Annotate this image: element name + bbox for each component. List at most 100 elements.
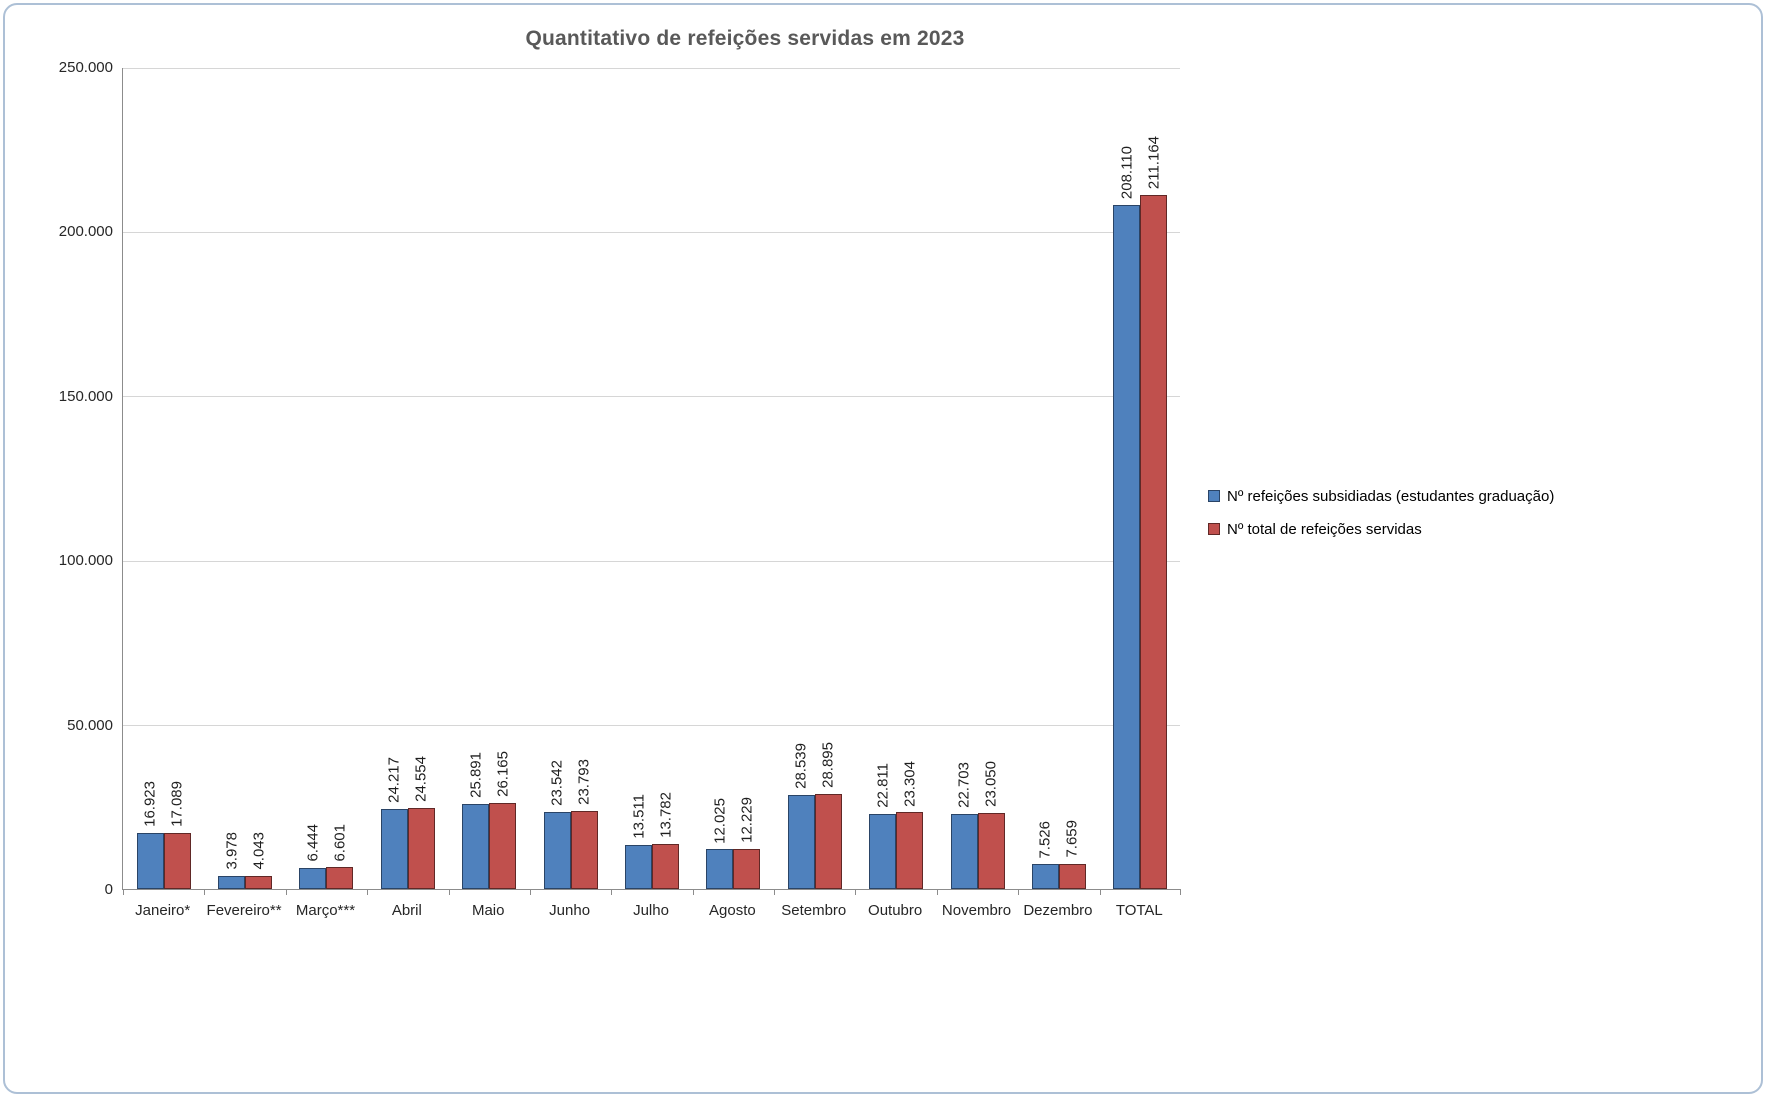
x-axis-category-label: Agosto (709, 902, 756, 919)
bar-value-label: 26.165 (494, 751, 512, 797)
bar-value-label: 28.895 (819, 742, 837, 788)
x-axis-tick (855, 889, 857, 895)
bar-value-label: 12.229 (738, 796, 756, 843)
x-axis-category-label: Julho (633, 902, 669, 919)
legend-swatch-icon (1208, 490, 1220, 502)
bar-value-label: 23.793 (575, 758, 593, 805)
x-axis-tick (204, 889, 206, 895)
bar-series2-setembro (814, 794, 842, 889)
x-axis-category-label: Junho (549, 902, 591, 919)
bar-series1-novembro (950, 814, 978, 889)
x-axis-tick (936, 889, 938, 895)
bar-value-label: 7.659 (1063, 820, 1081, 858)
gridline (123, 560, 1180, 562)
bar-value-label: 7.526 (1036, 820, 1054, 859)
bar-value-label: 22.811 (874, 763, 892, 808)
bar-value-label: 23.304 (901, 760, 919, 807)
y-axis-tick-label: 50.000 (67, 716, 113, 734)
bar-value-label: 16.923 (141, 781, 159, 828)
gridline (123, 725, 1180, 727)
x-axis-category-label: Setembro (781, 902, 847, 919)
y-axis-tick-label: 200.000 (58, 223, 113, 241)
bar-series1-abril (380, 809, 408, 889)
gridline (123, 231, 1180, 233)
bar-series2-dezembro (1058, 863, 1086, 889)
bar-value-label: 208.110 (1118, 145, 1136, 199)
x-axis-category-label: Novembro (941, 902, 1012, 919)
bar-value-label: 13.511 (630, 793, 647, 839)
x-axis-tick (692, 889, 694, 895)
bar-value-label: 28.539 (792, 743, 810, 790)
bar-series2-agosto (733, 848, 761, 889)
bar-value-label: 6.444 (304, 824, 322, 862)
bar-series2-total (1140, 194, 1168, 889)
bar-series1-março (299, 867, 327, 889)
y-axis: 0 50.000 100.000 150.000 200.000 250.000 (5, 59, 113, 898)
bar-value-label: 24.217 (385, 757, 403, 804)
chart-title: Quantitativo de refeições servidas em 20… (525, 27, 965, 50)
bar-series2-abril (407, 808, 435, 889)
bar-series1-maio (462, 803, 490, 889)
x-axis-tick (367, 889, 369, 895)
x-axis-category-label: Dezembro (1023, 902, 1093, 919)
x-axis-tick (123, 889, 124, 895)
plot-area: 16.923 17.089 3.978 4.043 6.444 6.601 24.217 24… (122, 67, 1181, 895)
bar-series2-junho (570, 810, 598, 889)
x-axis-category-label: Março*** (295, 902, 356, 919)
x-axis-category-label: Abril (391, 902, 422, 919)
bar-value-label: 22.703 (955, 762, 973, 809)
y-axis-tick-label: 250.000 (58, 59, 113, 76)
gridline (123, 67, 1180, 69)
x-axis-tick (285, 889, 287, 895)
bar-series1-outubro (869, 814, 897, 889)
bar-series1-fevereiro (218, 875, 246, 889)
gridline (123, 396, 1180, 398)
x-axis-category-label: TOTAL (1115, 902, 1163, 919)
x-axis-tick (1180, 889, 1181, 895)
bar-value-label: 17.089 (168, 780, 186, 827)
bar-series1-setembro (787, 795, 815, 889)
legend-item: Nº refeições subsidiadas (estudantes gra… (1208, 485, 1554, 507)
x-axis-tick (611, 889, 613, 895)
bar-value-label: 211.164 (1145, 135, 1163, 189)
bar-value-label: 24.554 (412, 756, 430, 803)
bar-value-label: 25.891 (467, 751, 485, 798)
bar-value-label: 4.043 (250, 832, 268, 870)
y-axis-tick-label: 150.000 (58, 387, 113, 405)
bar-series1-junho (543, 811, 571, 889)
x-axis-tick (1099, 889, 1101, 895)
bar-series1-agosto (706, 849, 734, 889)
legend-label: Nº refeições subsidiadas (estudantes gra… (1227, 487, 1555, 505)
chart-frame: Quantitativo de refeições servidas em 20… (3, 3, 1763, 1094)
bar-value-label: 23.050 (982, 761, 1000, 808)
legend-label: Nº total de refeições servidas (1227, 520, 1422, 538)
bar-series2-maio (489, 802, 517, 889)
bar-value-label: 12.025 (711, 797, 729, 844)
bar-series1-dezembro (1031, 864, 1059, 889)
x-axis-category-label: Outubro (868, 902, 923, 919)
x-axis-tick (448, 889, 450, 895)
bar-series1-total (1113, 204, 1141, 889)
bar-value-label: 3.978 (223, 832, 241, 870)
legend-swatch-icon (1208, 523, 1220, 535)
x-axis-tick (774, 889, 776, 895)
bar-series2-fevereiro (245, 875, 273, 889)
y-axis-tick-label: 0 (104, 881, 113, 898)
x-axis-tick (529, 889, 531, 895)
bar-series1-janeiro (136, 833, 164, 889)
x-axis-category-label: Maio (471, 902, 505, 919)
x-axis-category-label: Janeiro* (135, 902, 191, 919)
bar-series2-janeiro (163, 832, 191, 889)
bar-value-label: 23.542 (548, 759, 566, 806)
bar-series2-março (326, 867, 354, 889)
bar-series2-novembro (977, 813, 1005, 889)
legend: Nº refeições subsidiadas (estudantes gra… (1208, 485, 1554, 551)
bar-series2-julho (652, 843, 679, 889)
bar-series1-julho (625, 844, 652, 889)
bar-value-label: 13.782 (657, 791, 674, 838)
y-axis-tick-label: 100.000 (58, 552, 113, 570)
x-axis: Janeiro* Fevereiro** Março*** Abril Maio Junh… (122, 902, 1180, 926)
bar-value-label: 6.601 (331, 823, 349, 862)
x-axis-tick (1018, 889, 1020, 895)
legend-item: Nº total de refeições servidas (1208, 518, 1554, 540)
